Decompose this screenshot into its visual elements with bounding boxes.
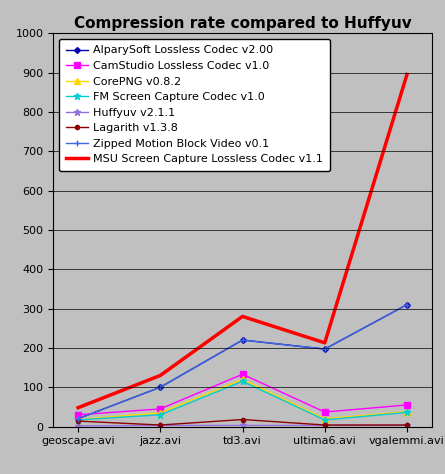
FM Screen Capture Codec v1.0 xyxy=(240,379,245,384)
MSU Screen Capture Lossless Codec v1.1 xyxy=(322,340,328,346)
Huffyuv v2.1.1 xyxy=(322,423,328,428)
AlparySoft Lossless Codec v2.00 xyxy=(75,416,81,421)
MSU Screen Capture Lossless Codec v1.1 xyxy=(158,373,163,378)
FM Screen Capture Codec v1.0 xyxy=(75,417,81,423)
Line: Lagarith v1.3.8: Lagarith v1.3.8 xyxy=(76,418,409,427)
Zipped Motion Block Video v0.1 xyxy=(322,346,328,352)
CamStudio Lossless Codec v1.0 xyxy=(405,402,410,408)
FM Screen Capture Codec v1.0 xyxy=(405,410,410,415)
Lagarith v1.3.8 xyxy=(405,422,410,428)
Lagarith v1.3.8 xyxy=(75,418,81,424)
MSU Screen Capture Lossless Codec v1.1 xyxy=(75,405,81,410)
AlparySoft Lossless Codec v2.00 xyxy=(158,384,163,390)
Line: MSU Screen Capture Lossless Codec v1.1: MSU Screen Capture Lossless Codec v1.1 xyxy=(78,74,407,408)
Lagarith v1.3.8 xyxy=(322,422,328,428)
CamStudio Lossless Codec v1.0 xyxy=(158,406,163,412)
CamStudio Lossless Codec v1.0 xyxy=(322,409,328,415)
AlparySoft Lossless Codec v2.00 xyxy=(405,302,410,308)
Line: Zipped Motion Block Video v0.1: Zipped Motion Block Video v0.1 xyxy=(75,301,410,422)
Zipped Motion Block Video v0.1 xyxy=(158,384,163,390)
Line: CorePNG v0.8.2: CorePNG v0.8.2 xyxy=(75,377,410,422)
Zipped Motion Block Video v0.1 xyxy=(75,416,81,421)
CorePNG v0.8.2 xyxy=(240,376,245,382)
Line: CamStudio Lossless Codec v1.0: CamStudio Lossless Codec v1.0 xyxy=(75,372,410,418)
CorePNG v0.8.2 xyxy=(158,410,163,416)
MSU Screen Capture Lossless Codec v1.1 xyxy=(405,72,410,77)
Title: Compression rate compared to Huffyuv: Compression rate compared to Huffyuv xyxy=(74,16,411,31)
Lagarith v1.3.8 xyxy=(158,422,163,428)
Huffyuv v2.1.1 xyxy=(240,423,245,428)
Legend: AlparySoft Lossless Codec v2.00, CamStudio Lossless Codec v1.0, CorePNG v0.8.2, : AlparySoft Lossless Codec v2.00, CamStud… xyxy=(59,39,330,171)
FM Screen Capture Codec v1.0 xyxy=(322,417,328,423)
CorePNG v0.8.2 xyxy=(322,416,328,421)
Huffyuv v2.1.1 xyxy=(75,423,81,428)
AlparySoft Lossless Codec v2.00 xyxy=(240,337,245,343)
FM Screen Capture Codec v1.0 xyxy=(158,412,163,418)
CamStudio Lossless Codec v1.0 xyxy=(240,372,245,377)
CorePNG v0.8.2 xyxy=(75,417,81,422)
Huffyuv v2.1.1 xyxy=(405,423,410,428)
AlparySoft Lossless Codec v2.00 xyxy=(322,346,328,352)
CamStudio Lossless Codec v1.0 xyxy=(75,412,81,418)
Zipped Motion Block Video v0.1 xyxy=(405,302,410,308)
Lagarith v1.3.8 xyxy=(240,417,245,422)
Line: FM Screen Capture Codec v1.0: FM Screen Capture Codec v1.0 xyxy=(75,378,410,423)
Zipped Motion Block Video v0.1 xyxy=(240,337,245,343)
CorePNG v0.8.2 xyxy=(405,409,410,414)
MSU Screen Capture Lossless Codec v1.1 xyxy=(240,314,245,319)
Line: Huffyuv v2.1.1: Huffyuv v2.1.1 xyxy=(75,422,410,429)
Line: AlparySoft Lossless Codec v2.00: AlparySoft Lossless Codec v2.00 xyxy=(76,302,409,421)
Huffyuv v2.1.1 xyxy=(158,423,163,428)
